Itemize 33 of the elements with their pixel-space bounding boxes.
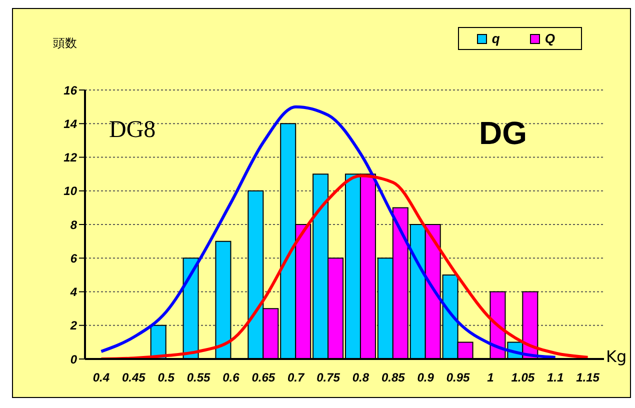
x-tick-label: 0.7 [288,370,306,385]
y-tick-label: 4 [69,285,78,300]
y-tick-label: 2 [69,318,78,333]
x-tick-label: 1.1 [547,370,564,385]
line-series [100,174,590,359]
x-tick-label: 0.6 [222,370,240,385]
y-tick-label: 14 [64,116,78,131]
x-tick-label: 1 [487,370,494,385]
x-tick-label: 0.45 [122,370,146,385]
annotation: DG8 [109,117,156,144]
y-tick-label: 0 [70,352,78,366]
annotation: DG [479,115,527,152]
x-tick-label: 0.65 [252,370,276,385]
y-tick-label: 12 [64,150,78,165]
x-tick-label: 0.8 [352,370,370,385]
y-tick-label: 10 [64,184,78,198]
x-tick-label: 1.15 [576,370,600,385]
x-tick-label: 0.75 [316,370,340,385]
line-series [100,105,557,359]
x-tick-label: 0.5 [158,370,175,385]
y-axis-title: 頭数 [53,35,77,52]
y-tick-label: 8 [70,218,78,232]
x-tick-label: 0.55 [186,370,211,385]
x-tick-label: 1.05 [511,370,535,385]
x-tick-label: 0.85 [381,370,406,385]
y-tick-label: 6 [70,251,78,266]
x-axis-title: Kg [606,347,627,366]
x-tick-label: 0.9 [417,370,434,385]
x-tick-label: 0.95 [446,370,470,385]
y-tick-label: 16 [64,83,78,98]
legend-label: q [490,31,500,46]
x-tick-label: 0.4 [92,370,110,385]
legend-label: Q [544,31,555,46]
